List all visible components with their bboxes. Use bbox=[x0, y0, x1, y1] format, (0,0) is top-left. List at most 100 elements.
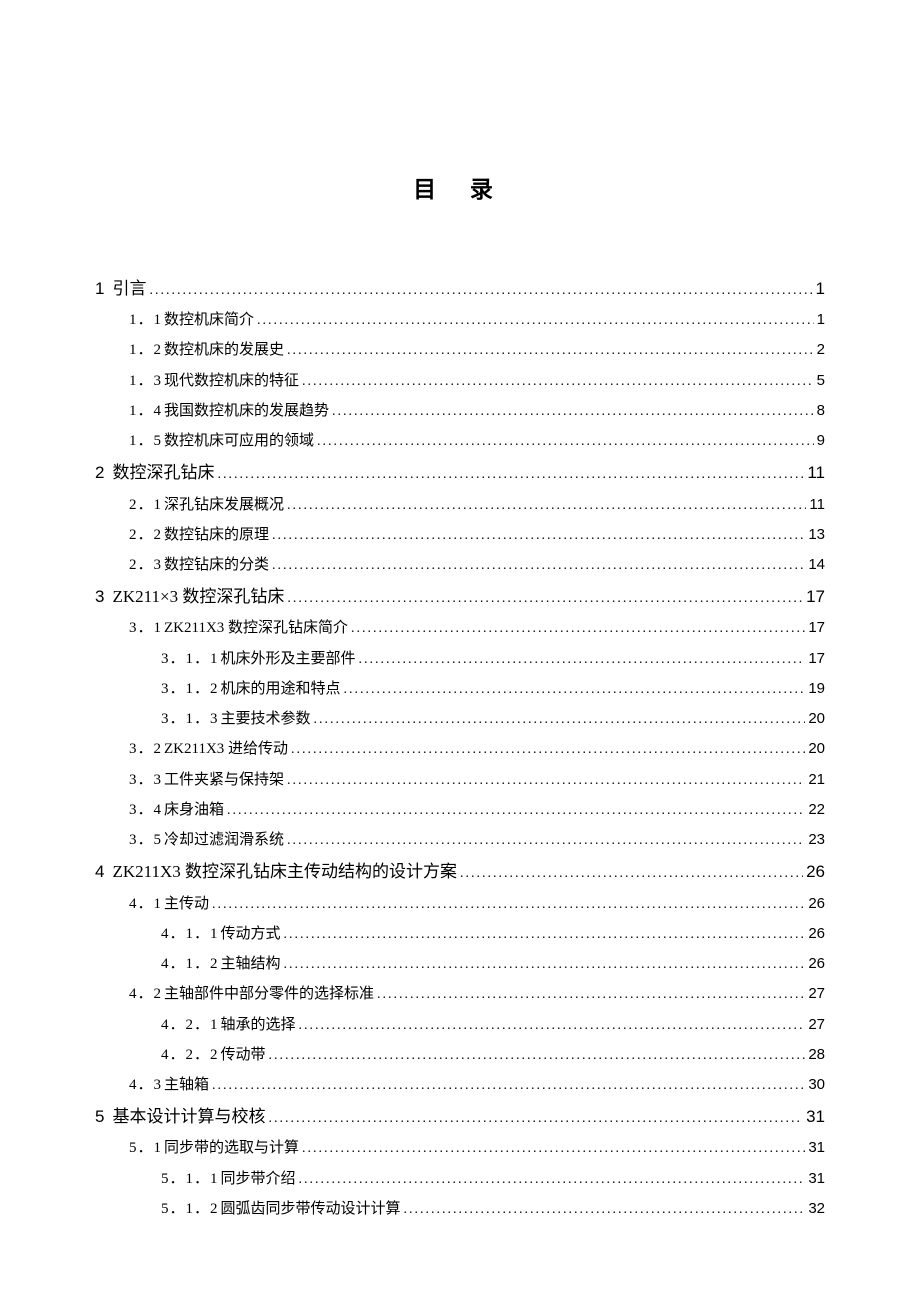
toc-leader-dots bbox=[268, 1105, 803, 1132]
toc-entry-page: 30 bbox=[808, 1070, 825, 1099]
toc-leader-dots bbox=[302, 1135, 805, 1162]
toc-entry-label: 床身油箱 bbox=[164, 796, 224, 825]
toc-leader-dots bbox=[212, 1072, 805, 1099]
toc-entry-number: 2．1 bbox=[129, 491, 162, 520]
toc-entry-number: 5．1．1 bbox=[161, 1165, 219, 1194]
toc-leader-dots bbox=[269, 1042, 806, 1069]
toc-entry: 3．3 工件夹紧与保持架21 bbox=[95, 765, 825, 795]
toc-leader-dots bbox=[351, 615, 805, 642]
toc-entry-number: 1．5 bbox=[129, 427, 162, 456]
toc-leader-dots bbox=[299, 1012, 806, 1039]
toc-entry: 4．1．1传动方式26 bbox=[95, 919, 825, 949]
toc-entry: 4．1主传动26 bbox=[95, 889, 825, 919]
toc-entry-number: 3．4 bbox=[129, 796, 162, 825]
toc-entry: 5．1．2 圆弧齿同步带传动设计计算32 bbox=[95, 1194, 825, 1224]
toc-entry: 1引言1 bbox=[95, 272, 825, 305]
toc-entry: 2数控深孔钻床 11 bbox=[95, 456, 825, 489]
toc-entry-number: 2．2 bbox=[129, 521, 162, 550]
toc-entry: 3．1．1机床外形及主要部件17 bbox=[95, 644, 825, 674]
toc-leader-dots bbox=[299, 1166, 806, 1193]
toc-leader-dots bbox=[302, 368, 814, 395]
toc-entry-number: 3 bbox=[95, 580, 104, 613]
toc-entry-page: 13 bbox=[808, 520, 825, 549]
toc-entry-number: 1．4 bbox=[129, 397, 162, 426]
toc-entry-page: 22 bbox=[808, 795, 825, 824]
toc-entry-page: 31 bbox=[808, 1164, 825, 1193]
toc-entry: 2．2数控钻床的原理 13 bbox=[95, 520, 825, 550]
toc-entry-label: ZK211X3 数控深孔钻床简介 bbox=[164, 614, 348, 643]
toc-entry-number: 3．1．2 bbox=[161, 675, 219, 704]
toc-entry-label: ZK211X3 进给传动 bbox=[164, 735, 288, 764]
toc-entry-number: 4．2．1 bbox=[161, 1011, 219, 1040]
toc-entry-page: 20 bbox=[808, 734, 825, 763]
toc-entry-page: 26 bbox=[808, 919, 825, 948]
toc-leader-dots bbox=[227, 797, 805, 824]
table-of-contents: 1引言11．1数控机床简介11．2数控机床的发展史21．3现代数控机床的特征51… bbox=[95, 272, 825, 1224]
toc-entry-label: 主要技术参数 bbox=[221, 705, 311, 734]
toc-entry-number: 3．1．1 bbox=[161, 645, 219, 674]
toc-entry-page: 17 bbox=[808, 613, 825, 642]
toc-entry-label: 主轴部件中部分零件的选择标准 bbox=[164, 980, 374, 1009]
toc-entry: 3．5 冷却过滤润滑系统23 bbox=[95, 825, 825, 855]
toc-entry-page: 1 bbox=[817, 305, 825, 334]
toc-leader-dots bbox=[460, 860, 803, 887]
toc-entry-number: 3．1 bbox=[129, 614, 162, 643]
toc-entry-number: 4．2．2 bbox=[161, 1041, 219, 1070]
toc-entry-number: 4．1．2 bbox=[161, 950, 219, 979]
toc-entry-page: 17 bbox=[808, 644, 825, 673]
toc-entry-number: 1．1 bbox=[129, 306, 162, 335]
toc-entry-label: 引言 bbox=[112, 272, 146, 305]
toc-entry-number: 3．1．3 bbox=[161, 705, 219, 734]
toc-entry: 4ZK211X3 数控深孔钻床主传动结构的设计方案26 bbox=[95, 855, 825, 888]
toc-entry-number: 1．3 bbox=[129, 367, 162, 396]
toc-entry-label: 我国数控机床的发展趋势 bbox=[164, 397, 329, 426]
toc-entry-number: 3．2 bbox=[129, 735, 162, 764]
toc-entry-page: 26 bbox=[808, 889, 825, 918]
doc-title: 目 录 bbox=[95, 170, 825, 204]
toc-entry-label: 轴承的选择 bbox=[221, 1011, 296, 1040]
toc-entry-page: 14 bbox=[808, 550, 825, 579]
toc-entry-page: 26 bbox=[808, 949, 825, 978]
toc-entry-label: 数控深孔钻床 bbox=[112, 456, 214, 489]
toc-leader-dots bbox=[217, 461, 804, 488]
toc-entry: 1．5数控机床可应用的领域9 bbox=[95, 426, 825, 456]
toc-entry-number: 4 bbox=[95, 855, 104, 888]
toc-entry-page: 19 bbox=[808, 674, 825, 703]
toc-leader-dots bbox=[149, 277, 812, 304]
toc-entry: 2．1深孔钻床发展概况11 bbox=[95, 490, 825, 520]
toc-entry-label: 机床的用途和特点 bbox=[221, 675, 341, 704]
toc-leader-dots bbox=[291, 736, 805, 763]
toc-entry: 3．2 ZK211X3 进给传动 20 bbox=[95, 734, 825, 764]
toc-leader-dots bbox=[332, 398, 814, 425]
toc-entry-label: 主传动 bbox=[164, 890, 209, 919]
toc-entry: 4．2．1轴承的选择27 bbox=[95, 1010, 825, 1040]
toc-entry: 5．1同步带的选取与计算31 bbox=[95, 1133, 825, 1163]
toc-entry-page: 31 bbox=[806, 1100, 825, 1133]
toc-entry-label: 数控钻床的原理 bbox=[164, 521, 269, 550]
toc-entry: 4．3主轴箱30 bbox=[95, 1070, 825, 1100]
toc-leader-dots bbox=[284, 921, 806, 948]
toc-entry-number: 3．5 bbox=[129, 826, 162, 855]
toc-entry-label: 同步带介绍 bbox=[221, 1165, 296, 1194]
toc-entry-page: 2 bbox=[817, 335, 825, 364]
toc-entry-label: 数控机床的发展史 bbox=[164, 336, 284, 365]
toc-leader-dots bbox=[284, 951, 806, 978]
toc-entry: 4．1．2主轴结构 26 bbox=[95, 949, 825, 979]
toc-entry: 1．2数控机床的发展史2 bbox=[95, 335, 825, 365]
toc-entry-label: 主轴结构 bbox=[221, 950, 281, 979]
toc-leader-dots bbox=[317, 428, 814, 455]
toc-entry-page: 11 bbox=[809, 490, 825, 519]
toc-entry-number: 2 bbox=[95, 456, 104, 489]
toc-entry-number: 5 bbox=[95, 1100, 104, 1133]
toc-entry: 3．1 ZK211X3 数控深孔钻床简介 17 bbox=[95, 613, 825, 643]
toc-leader-dots bbox=[287, 585, 803, 612]
toc-entry-page: 23 bbox=[808, 825, 825, 854]
toc-entry-page: 11 bbox=[807, 456, 825, 489]
toc-entry: 2．3数控钻床的分类14 bbox=[95, 550, 825, 580]
toc-entry-number: 4．3 bbox=[129, 1071, 162, 1100]
toc-leader-dots bbox=[287, 492, 806, 519]
toc-entry-label: 传动带 bbox=[221, 1041, 266, 1070]
toc-leader-dots bbox=[287, 827, 805, 854]
toc-entry-page: 1 bbox=[816, 272, 825, 305]
toc-entry: 1．3现代数控机床的特征5 bbox=[95, 366, 825, 396]
